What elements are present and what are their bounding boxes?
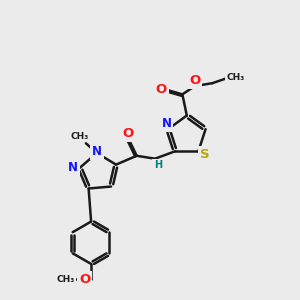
Text: N: N	[162, 117, 172, 130]
Text: O: O	[156, 83, 167, 96]
Text: CH₃: CH₃	[227, 73, 245, 82]
Text: O: O	[189, 74, 200, 87]
Text: O: O	[79, 273, 90, 286]
Text: O: O	[123, 127, 134, 140]
Text: CH₃: CH₃	[56, 275, 74, 284]
Text: N: N	[68, 161, 78, 174]
Text: S: S	[200, 148, 210, 161]
Text: N: N	[92, 145, 102, 158]
Text: CH₃: CH₃	[70, 132, 88, 141]
Text: H: H	[154, 160, 162, 170]
